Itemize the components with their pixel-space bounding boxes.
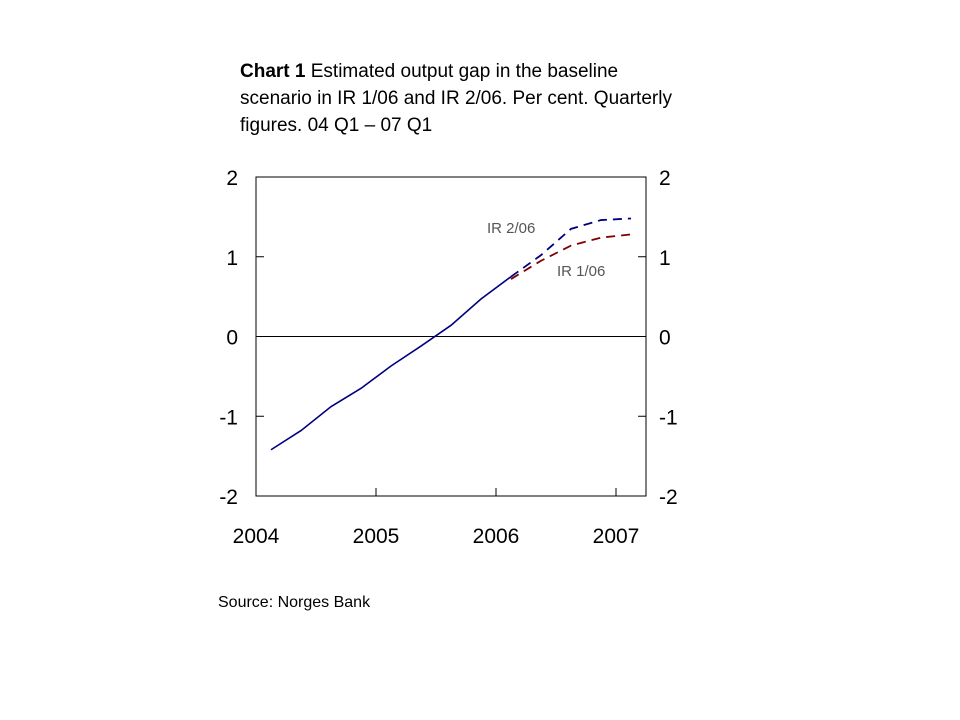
series-label-ir-1-06: IR 1/06 bbox=[557, 263, 605, 280]
y-tick-label-left: -2 bbox=[219, 486, 238, 509]
y-tick-label-right: -2 bbox=[659, 486, 678, 509]
y-tick-label-left: 2 bbox=[226, 167, 238, 190]
x-tick-label: 2004 bbox=[233, 525, 280, 548]
y-tick-label-right: 2 bbox=[659, 167, 671, 190]
y-tick-label-left: 0 bbox=[226, 327, 238, 350]
x-tick-label: 2005 bbox=[353, 525, 400, 548]
chart-title-text: Estimated output gap in the baseline sce… bbox=[240, 61, 672, 136]
y-tick-label-left: 1 bbox=[226, 247, 238, 270]
series-line-ir-1-06 bbox=[510, 233, 632, 280]
series-line-ir-2-06 bbox=[510, 217, 632, 278]
series-label-ir-2-06: IR 2/06 bbox=[487, 220, 535, 237]
y-tick-label-left: -1 bbox=[219, 406, 238, 429]
y-tick-label-right: 1 bbox=[659, 247, 671, 270]
y-tick-label-right: -1 bbox=[659, 406, 678, 429]
x-tick-label: 2007 bbox=[593, 525, 640, 548]
y-tick-label-right: 0 bbox=[659, 327, 671, 350]
source-note: Source: Norges Bank bbox=[218, 594, 371, 611]
chart-title: Chart 1 Estimated output gap in the base… bbox=[240, 58, 680, 139]
series-line-history bbox=[270, 276, 512, 451]
x-tick-label: 2006 bbox=[473, 525, 520, 548]
chart-title-bold: Chart 1 bbox=[240, 61, 306, 82]
